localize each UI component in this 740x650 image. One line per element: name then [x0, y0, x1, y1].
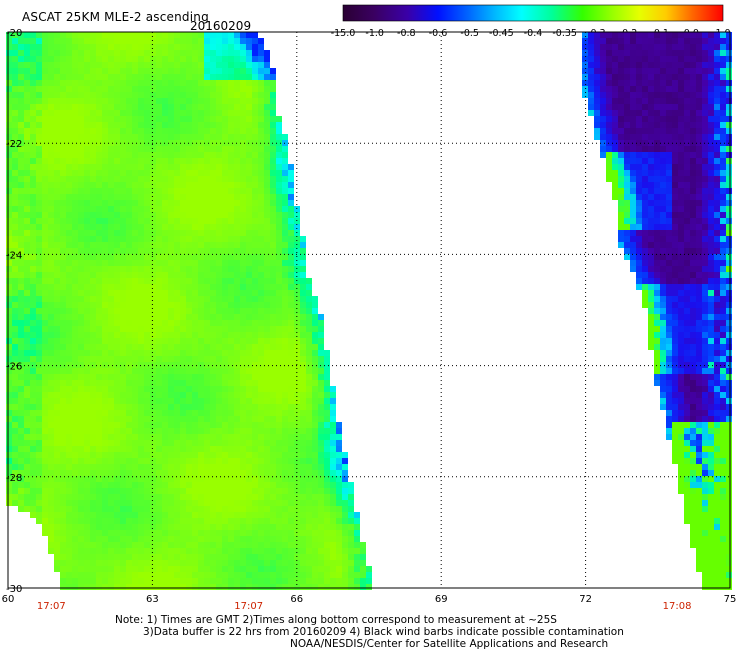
note-line-1: Note: 1) Times are GMT 2)Times along bot…: [115, 614, 557, 626]
lat-label: -22: [6, 139, 22, 150]
lat-label: -26: [6, 362, 22, 373]
time-label: 17:07: [234, 601, 263, 612]
lon-label: 69: [435, 594, 448, 605]
lat-label: -30: [6, 584, 22, 595]
swath-cells: [6, 32, 732, 590]
lon-label: 60: [2, 594, 15, 605]
lon-label: 63: [146, 594, 159, 605]
note-line-2: 3)Data buffer is 22 hrs from 20160209 4)…: [143, 626, 624, 638]
note-line-3: NOAA/NESDIS/Center for Satellite Applica…: [290, 638, 609, 650]
colorbar-label: -0.45: [489, 28, 514, 39]
colorbar-gradient: [342, 4, 724, 22]
lat-label: -24: [6, 250, 22, 261]
colorbar-label: -1.0: [365, 28, 384, 39]
lon-label: 75: [724, 594, 737, 605]
gridlines: [7, 31, 731, 589]
colorbar-label: -0.6: [429, 28, 448, 39]
time-label: 17:08: [663, 601, 692, 612]
lon-label: 66: [290, 594, 303, 605]
colorbar-label: -0.35: [552, 28, 577, 39]
time-label: 17:07: [37, 601, 66, 612]
chart-date: 20160209: [190, 19, 252, 33]
colorbar-label: -0.4: [524, 28, 543, 39]
chart-title: ASCAT 25KM MLE-2 ascending: [22, 10, 209, 24]
colorbar-label: -0.5: [460, 28, 479, 39]
lat-label: -20: [6, 28, 22, 39]
lat-label: -28: [6, 473, 22, 484]
colorbar-label: -15.0: [331, 28, 356, 39]
colorbar-label: -0.8: [397, 28, 416, 39]
lon-label: 72: [579, 594, 592, 605]
